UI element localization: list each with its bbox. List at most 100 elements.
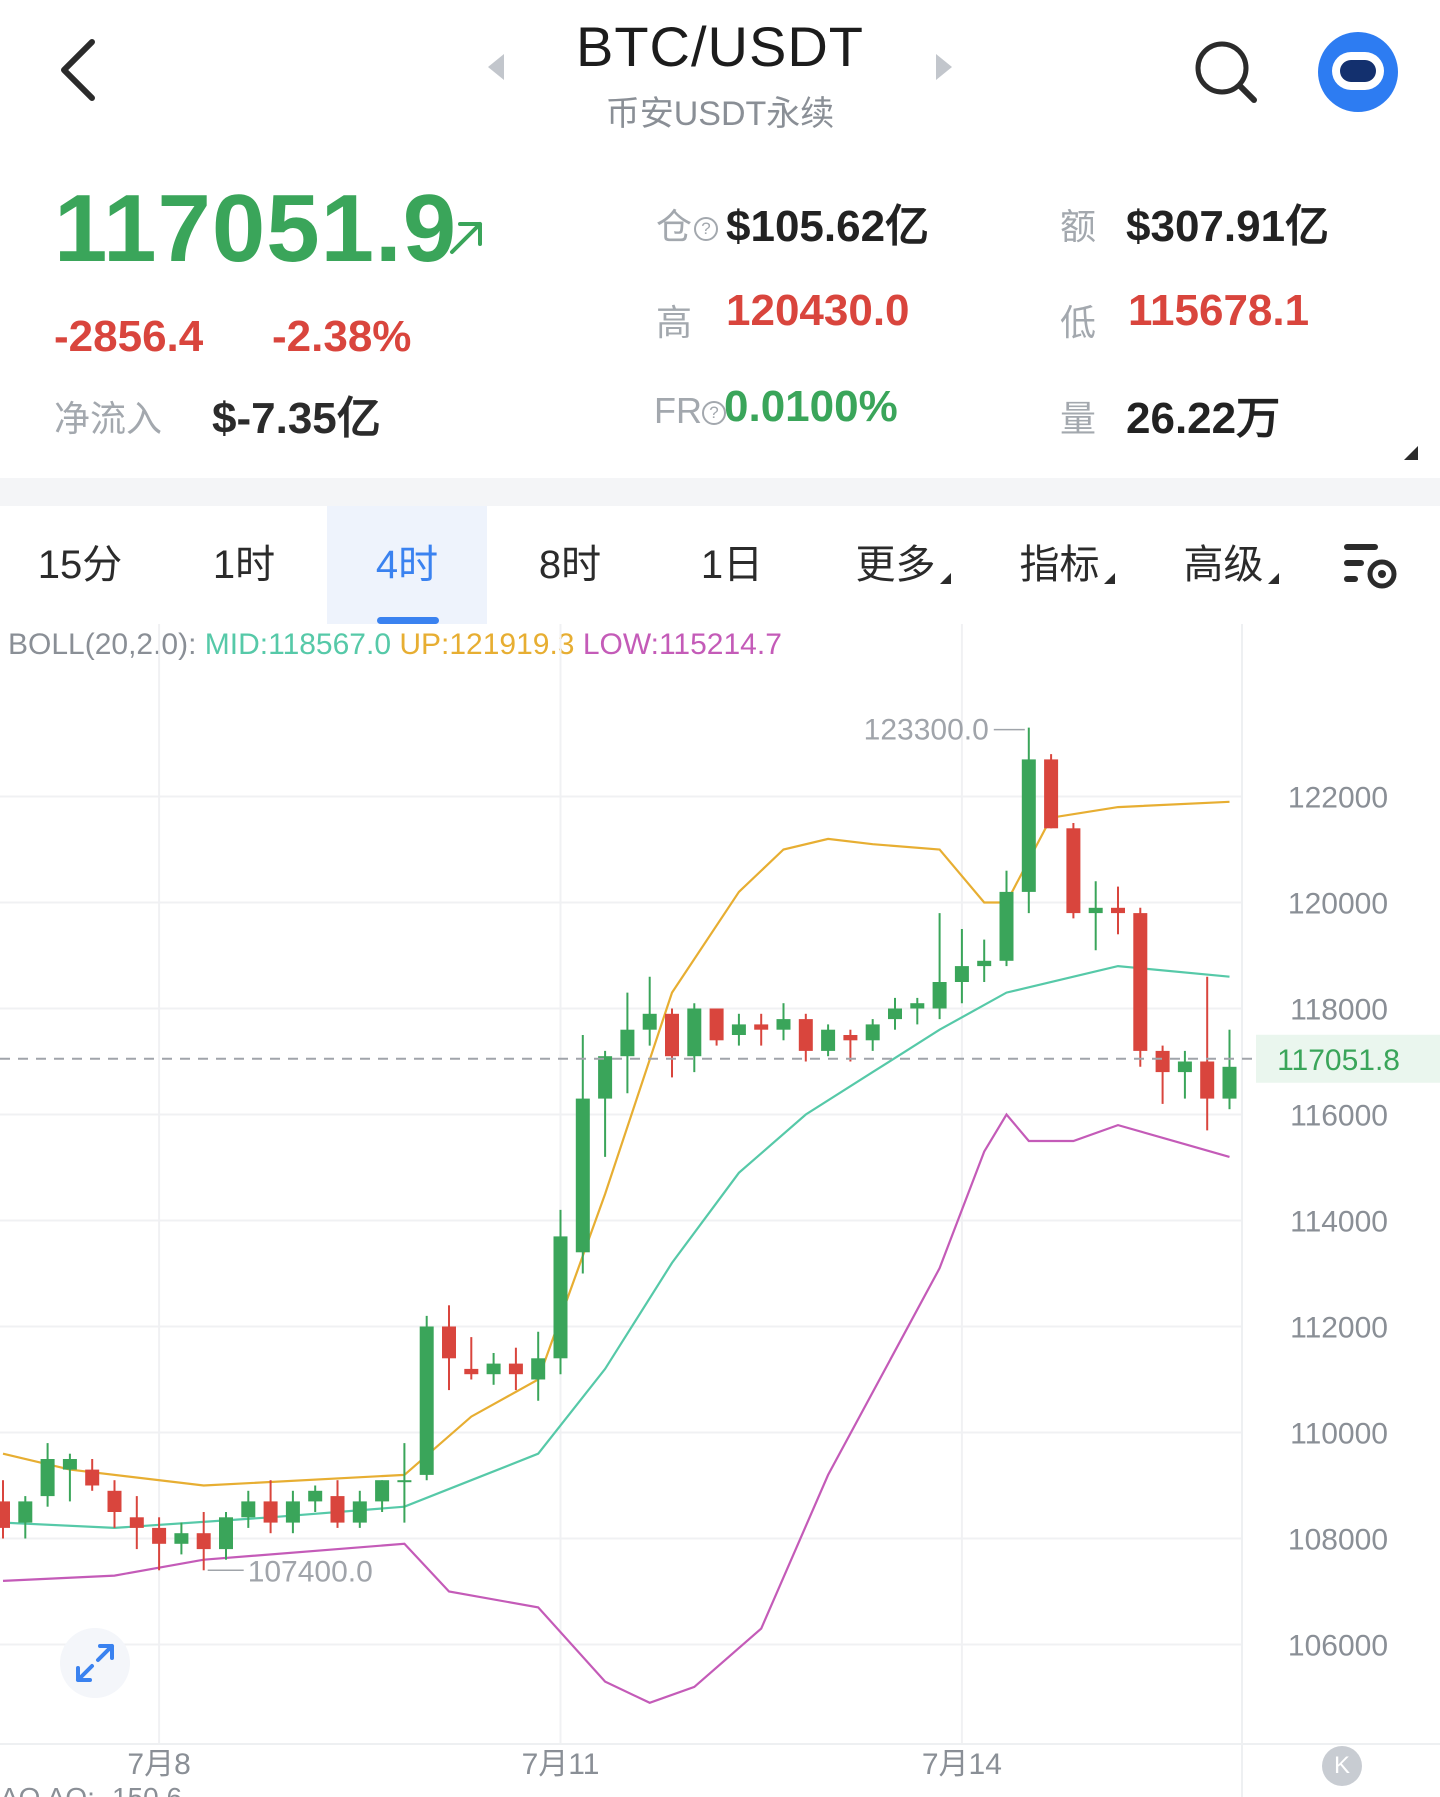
candle-body bbox=[0, 1501, 10, 1528]
candle-body bbox=[419, 1326, 434, 1475]
y-tick-label: 116000 bbox=[1290, 1100, 1388, 1133]
tab-more[interactable]: 更多 bbox=[818, 506, 988, 624]
y-tick-label: 114000 bbox=[1290, 1206, 1388, 1239]
scroll-to-latest-button[interactable]: K bbox=[1322, 1746, 1362, 1786]
candle-body bbox=[464, 1368, 479, 1375]
candle-body bbox=[1155, 1050, 1170, 1073]
net-inflow-value: $-7.35亿 bbox=[212, 394, 381, 443]
section-divider bbox=[0, 478, 1440, 506]
tab-8h[interactable]: 8时 bbox=[538, 543, 602, 587]
candle-body bbox=[598, 1056, 613, 1099]
tab-1d[interactable]: 1日 bbox=[700, 543, 764, 587]
tab-indicators[interactable]: 指标 bbox=[982, 506, 1152, 624]
candle-body bbox=[486, 1363, 501, 1375]
candle-body bbox=[910, 1003, 925, 1009]
candle-body bbox=[620, 1029, 635, 1057]
candle-body bbox=[575, 1098, 590, 1253]
candlestick-chart[interactable]: 106000 108000 110000 112000 114000 116000 1180… bbox=[0, 624, 1440, 1797]
price-change: -2856.4 bbox=[54, 312, 204, 361]
avatar-visor bbox=[1340, 60, 1376, 82]
chevron-left-icon[interactable] bbox=[52, 34, 112, 106]
candle-body bbox=[843, 1035, 858, 1041]
low-label: 低 bbox=[1060, 302, 1097, 343]
market-subtitle: 币安USDT永续 bbox=[605, 95, 835, 133]
help-icon[interactable]: ? bbox=[694, 217, 719, 242]
robot-avatar-icon[interactable] bbox=[1318, 32, 1398, 112]
expand-arrows-icon bbox=[76, 1644, 114, 1682]
boll-name: BOLL(20,2.0): bbox=[8, 628, 197, 661]
candle-body bbox=[999, 891, 1014, 961]
boll-low-value: LOW:115214.7 bbox=[582, 628, 782, 661]
candle-body bbox=[553, 1236, 568, 1359]
expand-stats-triangle-icon[interactable] bbox=[1404, 446, 1418, 460]
candle-body bbox=[1177, 1061, 1192, 1073]
funding-rate-label: FR? bbox=[654, 390, 726, 432]
candle-body bbox=[932, 982, 947, 1009]
y-tick-label: 110000 bbox=[1290, 1418, 1388, 1451]
tab-4h[interactable]: 4时 bbox=[327, 506, 487, 624]
x-tick-label: 7月11 bbox=[522, 1748, 600, 1781]
expand-chart-button[interactable] bbox=[60, 1628, 130, 1698]
turnover-label: 额 bbox=[1060, 206, 1097, 247]
price-change-percent: -2.38% bbox=[272, 312, 412, 361]
tab-advanced[interactable]: 高级 bbox=[1146, 506, 1316, 624]
candle-body bbox=[18, 1501, 33, 1523]
candle-body bbox=[687, 1008, 702, 1057]
ao-indicator-legend: AO AO: -150.6 bbox=[0, 1782, 182, 1797]
candle-body bbox=[798, 1019, 813, 1051]
low-value: 115678.1 bbox=[1128, 286, 1310, 335]
candle-body bbox=[397, 1480, 412, 1483]
dropdown-triangle-icon bbox=[1103, 573, 1115, 584]
candle-body bbox=[129, 1517, 144, 1528]
candle-body bbox=[107, 1490, 122, 1512]
candle-body bbox=[62, 1459, 77, 1470]
candle-body bbox=[665, 1013, 679, 1057]
candle-body bbox=[174, 1533, 189, 1544]
boll-upper-band bbox=[2, 800, 1230, 1487]
candle-body bbox=[152, 1527, 167, 1544]
candle-body bbox=[754, 1024, 769, 1030]
min-price-annotation: 107400.0 bbox=[248, 1555, 373, 1588]
previous-pair-arrow-icon[interactable] bbox=[488, 54, 504, 80]
y-tick-label: 118000 bbox=[1290, 994, 1388, 1027]
candle-body bbox=[85, 1469, 100, 1486]
dropdown-triangle-icon bbox=[1267, 573, 1279, 584]
candle-body bbox=[1066, 828, 1081, 914]
candle-body bbox=[1044, 759, 1059, 829]
candle-body bbox=[709, 1008, 724, 1041]
candle-body bbox=[821, 1029, 836, 1051]
candle-body bbox=[531, 1358, 546, 1380]
chart-settings-icon[interactable] bbox=[1340, 536, 1400, 596]
candle-body bbox=[1021, 759, 1036, 892]
boll-mid-value: MID:118567.0 bbox=[204, 628, 392, 661]
last-price-tag bbox=[1256, 1034, 1440, 1083]
candle-body bbox=[375, 1480, 390, 1502]
boll-indicator-legend[interactable]: BOLL(20,2.0): MID:118567.0 UP:121919.3 L… bbox=[8, 628, 782, 662]
pair-title[interactable]: BTC/USDT bbox=[576, 15, 864, 78]
candle-body bbox=[508, 1363, 523, 1375]
next-pair-arrow-icon[interactable] bbox=[936, 54, 952, 80]
candle-body bbox=[40, 1459, 55, 1497]
x-tick-label: 7月8 bbox=[127, 1748, 190, 1781]
candle-body bbox=[330, 1496, 345, 1523]
dropdown-triangle-icon bbox=[939, 573, 951, 584]
candle-body bbox=[1133, 913, 1148, 1051]
tab-1h[interactable]: 1时 bbox=[212, 543, 276, 587]
last-price: 117051.9 bbox=[54, 175, 458, 282]
y-tick-label: 120000 bbox=[1288, 888, 1388, 921]
funding-rate-value: 0.0100% bbox=[724, 382, 898, 431]
interval-tabs: 15分 1时 4时 8时 1日 更多 指标 高级 bbox=[0, 506, 1440, 624]
candle-body bbox=[196, 1533, 211, 1550]
volume-label: 量 bbox=[1060, 398, 1097, 439]
candle-body bbox=[1222, 1066, 1237, 1099]
max-price-annotation: 123300.0 bbox=[864, 714, 989, 747]
tab-15m[interactable]: 15分 bbox=[37, 543, 123, 587]
y-tick-label: 112000 bbox=[1290, 1312, 1388, 1345]
help-icon[interactable]: ? bbox=[702, 401, 726, 426]
top-bar: BTC/USDT 币安USDT永续 bbox=[0, 0, 1440, 150]
y-tick-label: 108000 bbox=[1288, 1524, 1388, 1557]
search-icon[interactable] bbox=[1190, 36, 1262, 108]
arrow-up-right-icon bbox=[450, 222, 482, 254]
candle-body bbox=[776, 1019, 791, 1030]
turnover-value: $307.91亿 bbox=[1126, 202, 1330, 251]
